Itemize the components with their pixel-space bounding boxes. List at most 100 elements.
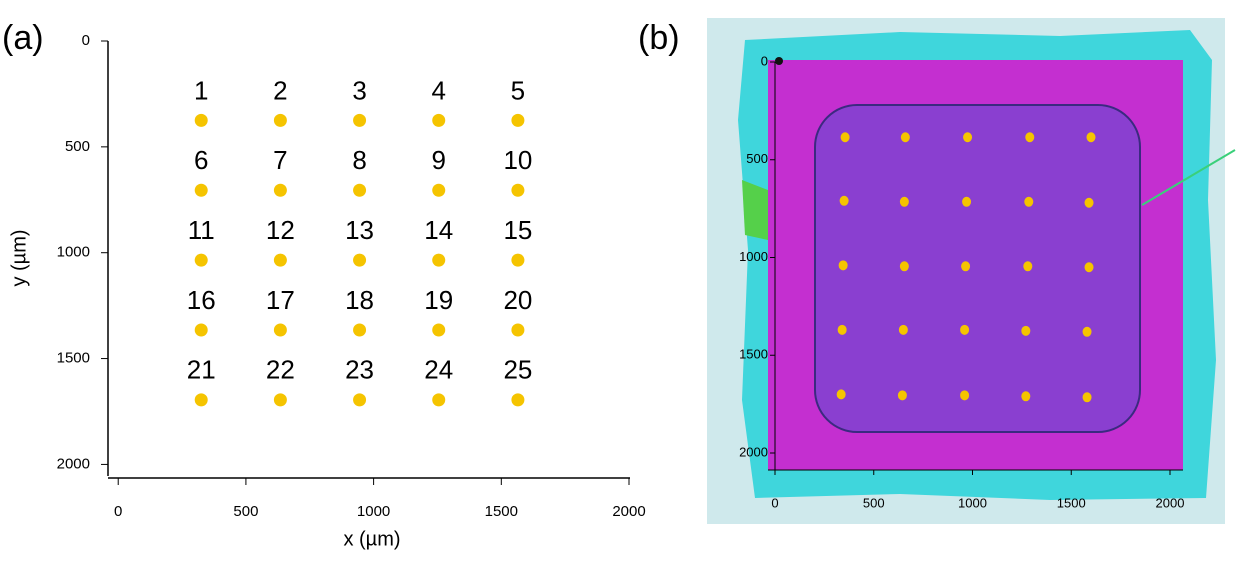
point: [273, 183, 287, 197]
point: [1023, 261, 1033, 272]
point: [1084, 262, 1094, 273]
point-label: 25: [503, 355, 532, 385]
point-label: 5: [511, 75, 525, 105]
y-tick-label: 500: [746, 151, 768, 166]
x-tick-label: 2000: [612, 503, 645, 520]
y-tick-label: 1500: [739, 347, 768, 362]
point: [432, 113, 446, 127]
point: [837, 324, 847, 335]
point-label: 3: [352, 75, 366, 105]
point: [511, 183, 525, 197]
point: [900, 132, 910, 143]
point: [1021, 325, 1031, 336]
point: [511, 323, 525, 337]
point-label: 8: [352, 145, 366, 175]
point-label: 23: [345, 355, 374, 385]
point: [839, 195, 849, 206]
point: [840, 132, 850, 143]
point: [1025, 132, 1035, 143]
point-label: 7: [273, 145, 287, 175]
point: [836, 389, 846, 400]
y-tick-label: 2000: [57, 455, 90, 472]
point-label: 9: [431, 145, 445, 175]
point: [432, 393, 446, 407]
point-label: 22: [266, 355, 295, 385]
point-label: 17: [266, 285, 295, 315]
point-label: 2: [273, 75, 287, 105]
x-tick-label: 1000: [958, 495, 987, 510]
point: [960, 324, 970, 335]
x-tick-label: 2000: [1156, 495, 1185, 510]
point-label: 24: [424, 355, 453, 385]
x-tick-label: 500: [863, 495, 885, 510]
point: [273, 393, 287, 407]
point: [353, 393, 367, 407]
point-label: 14: [424, 215, 453, 245]
point: [273, 253, 287, 267]
point: [194, 113, 208, 127]
y-tick-label: 1000: [739, 249, 768, 264]
point-label: 11: [188, 215, 215, 245]
point: [838, 260, 848, 271]
point: [432, 183, 446, 197]
point: [511, 253, 525, 267]
x-tick-label: 1500: [485, 503, 518, 520]
point: [194, 183, 208, 197]
point-label: 21: [187, 355, 216, 385]
point: [353, 323, 367, 337]
y-tick-label: 1000: [57, 244, 90, 261]
point-label: 20: [503, 285, 532, 315]
point: [1086, 132, 1096, 143]
y-tick-label: 0: [82, 32, 90, 49]
x-tick-label: 1000: [357, 503, 390, 520]
point: [962, 196, 972, 207]
point-label: 12: [266, 215, 295, 245]
x-tick-label: 1500: [1057, 495, 1086, 510]
point: [511, 113, 525, 127]
point-label: 15: [503, 215, 532, 245]
point: [194, 253, 208, 267]
debris: [742, 180, 768, 240]
point: [511, 393, 525, 407]
point-label: 6: [194, 145, 208, 175]
point: [899, 196, 909, 207]
x-tick-label: 0: [771, 495, 778, 510]
x-axis-label: x (µm): [343, 528, 400, 550]
point-label: 10: [503, 145, 532, 175]
point-label: 19: [424, 285, 453, 315]
point: [1082, 392, 1092, 403]
point: [353, 113, 367, 127]
point: [1084, 197, 1094, 208]
point: [963, 132, 973, 143]
point: [273, 113, 287, 127]
point: [1082, 326, 1092, 337]
y-axis-label: y (µm): [8, 229, 30, 286]
panel-label: (b): [638, 19, 680, 57]
y-tick-label: 1500: [57, 350, 90, 367]
point: [273, 323, 287, 337]
point-label: 16: [187, 285, 216, 315]
point: [1021, 391, 1031, 402]
point: [194, 393, 208, 407]
micrograph: [707, 18, 1236, 524]
y-tick-label: 2000: [739, 444, 768, 459]
x-tick-label: 0: [114, 503, 122, 520]
point: [353, 253, 367, 267]
region: [814, 104, 1141, 433]
y-tick-label: 0: [761, 53, 768, 68]
point: [353, 183, 367, 197]
point: [961, 261, 971, 272]
point: [897, 390, 907, 401]
point-label: 4: [431, 75, 445, 105]
point: [960, 390, 970, 401]
point: [899, 261, 909, 272]
point: [194, 323, 208, 337]
arrow: [1141, 149, 1236, 206]
point-label: 18: [345, 285, 374, 315]
point-label: 13: [345, 215, 374, 245]
point: [432, 323, 446, 337]
y-tick-label: 500: [65, 138, 90, 155]
point: [898, 324, 908, 335]
